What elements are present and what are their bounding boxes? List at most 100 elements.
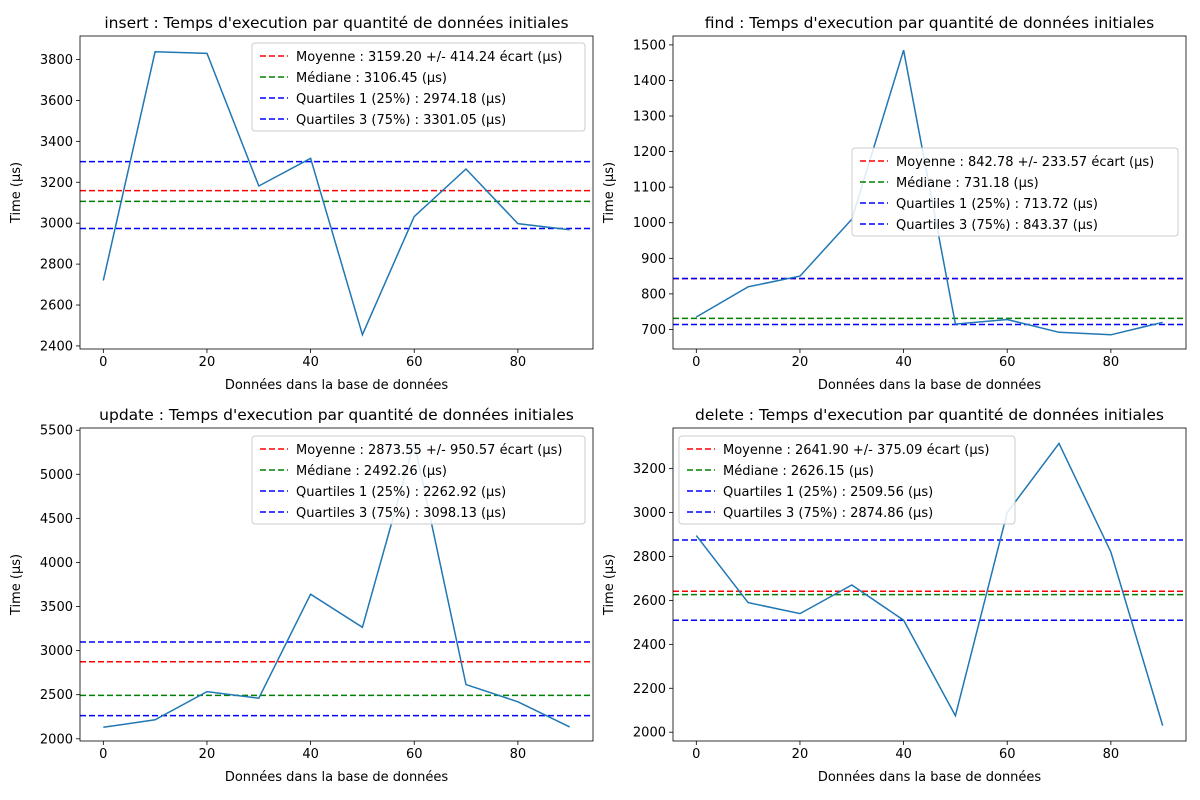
x-tick-label: 20 bbox=[792, 355, 809, 370]
y-tick-label: 2000 bbox=[633, 726, 666, 741]
x-tick-label: 60 bbox=[406, 747, 423, 762]
legend-box bbox=[678, 435, 1016, 525]
y-tick-label: 3200 bbox=[40, 176, 73, 191]
axes-frame bbox=[79, 35, 594, 350]
y-tick-label: 3600 bbox=[40, 94, 73, 109]
series-line bbox=[695, 441, 1164, 726]
x-axis-label: Données dans la base de données bbox=[225, 770, 449, 785]
legend: Moyenne : 2641.90 +/- 375.09 écart (µs) M… bbox=[678, 435, 1016, 525]
y-tick-label: 2800 bbox=[633, 550, 666, 565]
y-tick-label: 1400 bbox=[633, 74, 666, 89]
y-tick-label: 3000 bbox=[633, 506, 666, 521]
y-tick-label: 5500 bbox=[40, 424, 73, 439]
subplot-4: 0 20 40 60 80 2000 2200 2400 2600 2800 3000 3200 del… bbox=[602, 406, 1187, 785]
y-tick-label: 2500 bbox=[40, 688, 73, 703]
y-tick-label: 2400 bbox=[40, 339, 73, 354]
y-tick-label: 1200 bbox=[633, 145, 666, 160]
legend-label: Médiane : 2626.15 (µs) bbox=[723, 464, 874, 479]
y-tick-label: 1300 bbox=[633, 110, 666, 125]
legend-label: Quartiles 3 (75%) : 2874.86 (µs) bbox=[723, 506, 933, 521]
x-tick-label: 80 bbox=[510, 355, 527, 370]
x-axis-label: Données dans la base de données bbox=[818, 770, 1042, 785]
legend-box bbox=[851, 147, 1179, 237]
y-tick-label: 3400 bbox=[40, 135, 73, 150]
y-tick-label: 800 bbox=[641, 287, 666, 302]
series-line bbox=[103, 442, 571, 729]
axes-frame bbox=[672, 427, 1187, 742]
legend-label: Quartiles 3 (75%) : 3098.13 (µs) bbox=[296, 506, 506, 521]
chart-title: insert : Temps d'execution par quantité … bbox=[104, 14, 568, 32]
y-axis-label: Time (µs) bbox=[602, 162, 617, 224]
x-axis-label: Données dans la base de données bbox=[225, 378, 449, 393]
y-tick-label: 2600 bbox=[633, 594, 666, 609]
x-tick-label: 60 bbox=[999, 747, 1016, 762]
y-tick-label: 3200 bbox=[633, 462, 666, 477]
y-tick-label: 2600 bbox=[40, 299, 73, 314]
y-tick-label: 3800 bbox=[40, 53, 73, 68]
y-tick-label: 3500 bbox=[40, 600, 73, 615]
x-tick-label: 20 bbox=[199, 355, 216, 370]
legend-label: Médiane : 2492.26 (µs) bbox=[296, 464, 447, 479]
x-tick-label: 40 bbox=[895, 355, 912, 370]
x-tick-label: 20 bbox=[792, 747, 809, 762]
legend-box bbox=[251, 42, 586, 132]
y-tick-label: 1100 bbox=[633, 181, 666, 196]
y-tick-label: 2400 bbox=[633, 638, 666, 653]
y-tick-label: 900 bbox=[641, 252, 666, 267]
axes-frame bbox=[672, 35, 1187, 350]
x-tick-label: 40 bbox=[302, 355, 319, 370]
chart-title: find : Temps d'execution par quantité de… bbox=[705, 14, 1155, 32]
subplot-1: 0 20 40 60 80 2400 2600 2800 3000 3200 3400 3600 380… bbox=[9, 14, 594, 393]
legend: Moyenne : 3159.20 +/- 414.24 écart (µs) M… bbox=[251, 42, 586, 132]
legend-label: Quartiles 1 (25%) : 2262.92 (µs) bbox=[296, 485, 506, 500]
y-axis-label: Time (µs) bbox=[9, 554, 24, 616]
legend-label: Quartiles 3 (75%) : 843.37 (µs) bbox=[896, 218, 1098, 233]
legend-label: Moyenne : 2873.55 +/- 950.57 écart (µs) bbox=[296, 443, 562, 458]
y-axis-label: Time (µs) bbox=[602, 554, 617, 616]
series-line bbox=[102, 51, 570, 337]
legend-label: Quartiles 1 (25%) : 2974.18 (µs) bbox=[296, 92, 506, 107]
y-tick-label: 2800 bbox=[40, 258, 73, 273]
x-tick-label: 60 bbox=[406, 355, 423, 370]
legend-box bbox=[251, 435, 586, 525]
subplot-3: 0 20 40 60 80 2000 2500 3000 3500 4000 4500 5000 550… bbox=[9, 406, 594, 785]
legend-label: Quartiles 1 (25%) : 2509.56 (µs) bbox=[723, 485, 933, 500]
legend-label: Quartiles 3 (75%) : 3301.05 (µs) bbox=[296, 113, 506, 128]
axes-frame bbox=[79, 427, 594, 742]
x-tick-label: 20 bbox=[199, 747, 216, 762]
x-tick-label: 0 bbox=[99, 747, 107, 762]
legend-label: Médiane : 3106.45 (µs) bbox=[296, 71, 447, 86]
y-tick-label: 1500 bbox=[633, 38, 666, 53]
legend-label: Moyenne : 3159.20 +/- 414.24 écart (µs) bbox=[296, 50, 562, 65]
x-tick-label: 0 bbox=[99, 355, 107, 370]
legend-label: Quartiles 1 (25%) : 713.72 (µs) bbox=[896, 197, 1098, 212]
y-tick-label: 4000 bbox=[40, 556, 73, 571]
legend-label: Moyenne : 842.78 +/- 233.57 écart (µs) bbox=[896, 155, 1154, 170]
y-tick-label: 5000 bbox=[40, 468, 73, 483]
x-tick-label: 40 bbox=[302, 747, 319, 762]
x-tick-label: 80 bbox=[1103, 355, 1120, 370]
legend: Moyenne : 2873.55 +/- 950.57 écart (µs) M… bbox=[251, 435, 586, 525]
y-tick-label: 4500 bbox=[40, 512, 73, 527]
x-tick-label: 0 bbox=[692, 747, 700, 762]
subplot-2: 0 20 40 60 80 700 800 900 1000 1100 1200 1300 1400 15… bbox=[602, 14, 1187, 393]
x-tick-label: 40 bbox=[895, 747, 912, 762]
x-tick-label: 60 bbox=[999, 355, 1016, 370]
x-tick-label: 80 bbox=[510, 747, 527, 762]
legend-label: Moyenne : 2641.90 +/- 375.09 écart (µs) bbox=[723, 443, 989, 458]
x-tick-label: 80 bbox=[1103, 747, 1120, 762]
legend-label: Médiane : 731.18 (µs) bbox=[896, 176, 1039, 191]
y-axis-label: Time (µs) bbox=[9, 162, 24, 224]
y-tick-label: 700 bbox=[641, 323, 666, 338]
y-tick-label: 3000 bbox=[40, 217, 73, 232]
y-tick-label: 2000 bbox=[40, 732, 73, 747]
legend: Moyenne : 842.78 +/- 233.57 écart (µs) Mé… bbox=[851, 147, 1179, 237]
chart-title: delete : Temps d'execution par quantité … bbox=[695, 406, 1164, 424]
y-tick-label: 2200 bbox=[633, 682, 666, 697]
y-tick-label: 3000 bbox=[40, 644, 73, 659]
x-axis-label: Données dans la base de données bbox=[818, 378, 1042, 393]
x-tick-label: 0 bbox=[692, 355, 700, 370]
y-tick-label: 1000 bbox=[633, 216, 666, 231]
chart-title: update : Temps d'execution par quantité … bbox=[99, 406, 574, 424]
